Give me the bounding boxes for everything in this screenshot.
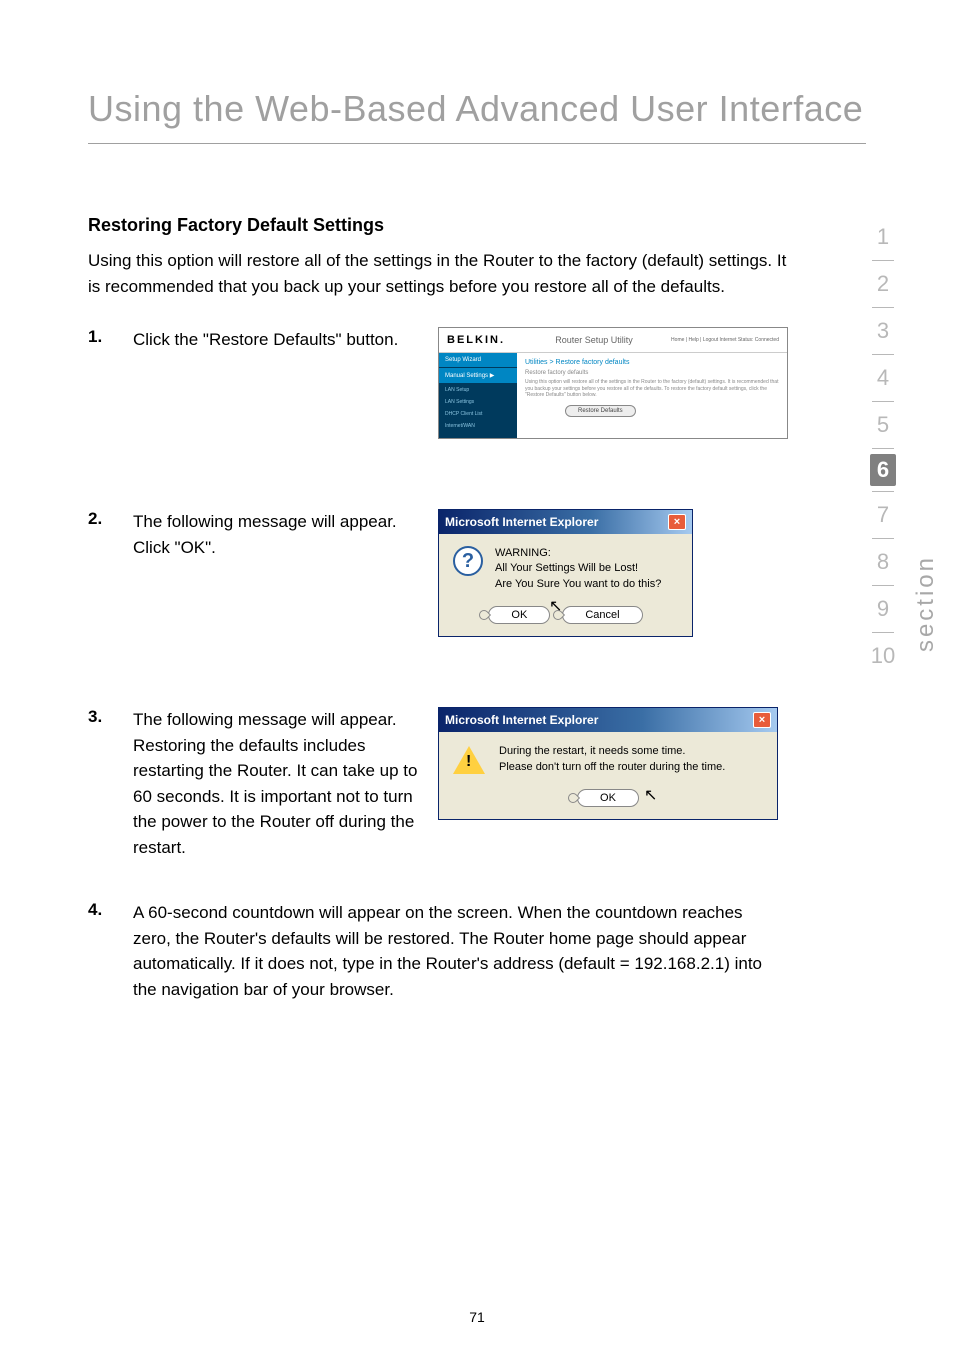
intro-paragraph: Using this option will restore all of th…: [88, 248, 788, 299]
close-icon[interactable]: ×: [668, 514, 686, 530]
tab-3[interactable]: 3: [868, 308, 898, 354]
tab-4[interactable]: 4: [868, 355, 898, 401]
title-rule: [88, 143, 866, 144]
question-icon: ?: [453, 546, 483, 576]
tab-separator: [872, 448, 894, 449]
ie-dialog-warning: Microsoft Internet Explorer × ? WARNING:…: [438, 509, 693, 637]
cursor-icon: ↖: [549, 596, 562, 616]
belkin-subtitle: Restore factory defaults: [525, 370, 779, 376]
step-2: 2. The following message will appear. Cl…: [88, 509, 788, 637]
warning-line-2: All Your Settings Will be Lost!: [495, 561, 678, 576]
step-3-image: Microsoft Internet Explorer × During the…: [423, 707, 788, 820]
cursor-icon: ↖: [644, 785, 657, 805]
sidebar-dhcp: DHCP Client List: [439, 408, 517, 420]
step-text: The following message will appear. Resto…: [133, 707, 423, 860]
step-number: 4.: [88, 900, 133, 920]
step-text: A 60-second countdown will appear on the…: [133, 900, 773, 1002]
tab-6-active[interactable]: 6: [870, 454, 896, 486]
belkin-header-links: Home | Help | Logout Internet Status: Co…: [671, 337, 779, 343]
belkin-screenshot: BELKIN. Router Setup Utility Home | Help…: [438, 327, 788, 439]
step-4: 4. A 60-second countdown will appear on …: [88, 900, 788, 1002]
restart-line-1: During the restart, it needs some time.: [499, 744, 763, 759]
warning-line-3: Are You Sure You want to do this?: [495, 577, 678, 592]
tab-2[interactable]: 2: [868, 261, 898, 307]
cancel-button[interactable]: Cancel: [562, 606, 642, 624]
page-title: Using the Web-Based Advanced User Interf…: [88, 88, 863, 130]
section-label: section: [912, 555, 940, 652]
belkin-main-panel: Utilities > Restore factory defaults Res…: [517, 353, 787, 438]
belkin-description: Using this option will restore all of th…: [525, 379, 779, 399]
close-icon[interactable]: ×: [753, 712, 771, 728]
warning-line-1: WARNING:: [495, 546, 678, 561]
step-1: 1. Click the "Restore Defaults" button. …: [88, 327, 788, 439]
page-number: 71: [469, 1309, 485, 1325]
tab-8[interactable]: 8: [868, 539, 898, 585]
sidebar-lan-setup: LAN Setup: [439, 384, 517, 396]
restore-defaults-button[interactable]: Restore Defaults: [565, 405, 636, 417]
sidebar-setup-wizard: Setup Wizard: [439, 353, 517, 368]
ie-title: Microsoft Internet Explorer: [445, 713, 598, 727]
ie-button-row: OK ↖: [439, 783, 777, 819]
ie-titlebar: Microsoft Internet Explorer ×: [439, 510, 692, 534]
tab-1[interactable]: 1: [868, 214, 898, 260]
main-content: Restoring Factory Default Settings Using…: [88, 215, 788, 1072]
belkin-body: Setup Wizard Manual Settings ▶ LAN Setup…: [439, 353, 787, 438]
step-1-image: BELKIN. Router Setup Utility Home | Help…: [423, 327, 788, 439]
restart-line-2: Please don't turn off the router during …: [499, 760, 763, 775]
section-heading: Restoring Factory Default Settings: [88, 215, 788, 236]
step-2-image: Microsoft Internet Explorer × ? WARNING:…: [423, 509, 788, 637]
sidebar-lan-settings: LAN Settings: [439, 396, 517, 408]
step-number: 3.: [88, 707, 133, 727]
belkin-sidebar: Setup Wizard Manual Settings ▶ LAN Setup…: [439, 353, 517, 438]
ok-button[interactable]: OK: [488, 606, 550, 624]
tab-5[interactable]: 5: [868, 402, 898, 448]
ie-body: ? WARNING: All Your Settings Will be Los…: [439, 534, 692, 600]
ie-button-row: OK Cancel ↖: [439, 600, 692, 636]
step-3: 3. The following message will appear. Re…: [88, 707, 788, 860]
ok-button[interactable]: OK: [577, 789, 639, 807]
belkin-logo: BELKIN.: [447, 334, 517, 346]
ie-message: During the restart, it needs some time. …: [499, 744, 763, 775]
tab-10[interactable]: 10: [868, 633, 898, 679]
step-text: Click the "Restore Defaults" button.: [133, 327, 423, 353]
ie-message: WARNING: All Your Settings Will be Lost!…: [495, 546, 678, 592]
tab-9[interactable]: 9: [868, 586, 898, 632]
tab-7[interactable]: 7: [868, 492, 898, 538]
step-number: 2.: [88, 509, 133, 529]
ie-title: Microsoft Internet Explorer: [445, 515, 598, 529]
step-text: The following message will appear. Click…: [133, 509, 423, 560]
sidebar-manual-settings: Manual Settings ▶: [439, 368, 517, 384]
step-number: 1.: [88, 327, 133, 347]
ie-titlebar: Microsoft Internet Explorer ×: [439, 708, 777, 732]
ie-dialog-restart: Microsoft Internet Explorer × During the…: [438, 707, 778, 820]
belkin-breadcrumb: Utilities > Restore factory defaults: [525, 359, 779, 366]
belkin-header: BELKIN. Router Setup Utility Home | Help…: [439, 328, 787, 353]
sidebar-wan: Internet/WAN: [439, 420, 517, 432]
belkin-header-title: Router Setup Utility: [517, 335, 671, 345]
warning-icon: [453, 746, 485, 774]
ie-body: During the restart, it needs some time. …: [439, 732, 777, 783]
section-tabs: 1 2 3 4 5 6 7 8 9 10: [868, 214, 898, 679]
